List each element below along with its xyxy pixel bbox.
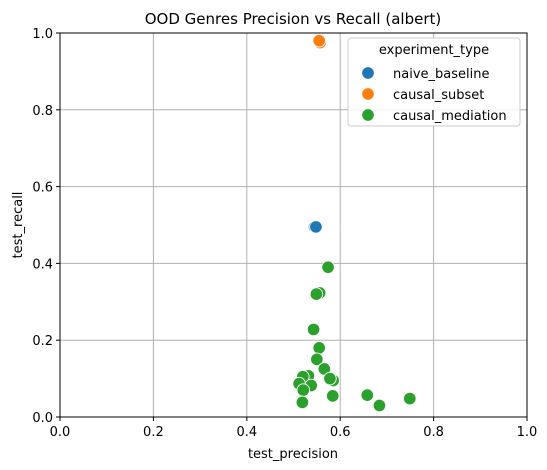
- x-tick-label: 0.0: [50, 425, 71, 440]
- y-tick-label: 0.4: [32, 257, 53, 272]
- chart-title: OOD Genres Precision vs Recall (albert): [145, 10, 441, 28]
- data-point-causal-mediation: [360, 388, 375, 402]
- data-point-causal-mediation: [325, 389, 340, 403]
- data-point-causal-mediation: [403, 391, 417, 406]
- x-axis-ticks: 0.0 0.2 0.4 0.6 0.8 1.0: [50, 417, 538, 440]
- y-tick-label: 0.6: [32, 181, 53, 196]
- x-tick-label: 0.6: [330, 425, 351, 440]
- data-point-causal-mediation: [296, 383, 311, 397]
- legend-box: [347, 37, 521, 127]
- data-point-causal-subset: [312, 33, 326, 48]
- x-tick-label: 0.8: [423, 425, 444, 440]
- y-tick-label: 0.8: [32, 104, 53, 119]
- data-point-naive-baseline: [309, 220, 323, 234]
- data-point-causal-mediation: [323, 371, 337, 386]
- data-point-causal-mediation: [310, 352, 324, 367]
- y-tick-label: 0.2: [32, 334, 53, 349]
- legend: experiment_type naive_baseline causal_sub…: [347, 37, 521, 127]
- data-point-causal-mediation: [321, 260, 335, 274]
- legend-marker-naive-baseline: [361, 66, 375, 80]
- legend-title: experiment_type: [379, 43, 489, 58]
- legend-marker-causal-subset: [361, 87, 375, 101]
- data-point-causal-mediation: [295, 395, 310, 410]
- x-tick-label: 0.4: [236, 425, 257, 440]
- data-point-causal-mediation: [309, 287, 324, 301]
- legend-marker-causal-mediation: [361, 108, 375, 122]
- data-point-causal-mediation: [312, 341, 326, 355]
- data-point-causal-mediation: [306, 322, 321, 337]
- y-tick-label: 0.0: [32, 411, 53, 426]
- y-axis-label: test_recall: [11, 192, 26, 259]
- y-tick-label: 1.0: [32, 27, 53, 42]
- legend-label-naive-baseline: naive_baseline: [393, 67, 489, 82]
- x-axis-label: test_precision: [248, 447, 338, 462]
- legend-label-causal-subset: causal_subset: [393, 88, 484, 103]
- plot-frame: [59, 32, 528, 418]
- x-tick-label: 1.0: [517, 425, 538, 440]
- data-point-causal-mediation: [372, 398, 387, 413]
- x-tick-label: 0.2: [143, 425, 164, 440]
- y-axis-ticks: 0.0 0.2 0.4 0.6 0.8 1.0: [32, 27, 60, 426]
- legend-label-causal-mediation: causal_mediation: [393, 109, 507, 124]
- data-points: [292, 33, 417, 413]
